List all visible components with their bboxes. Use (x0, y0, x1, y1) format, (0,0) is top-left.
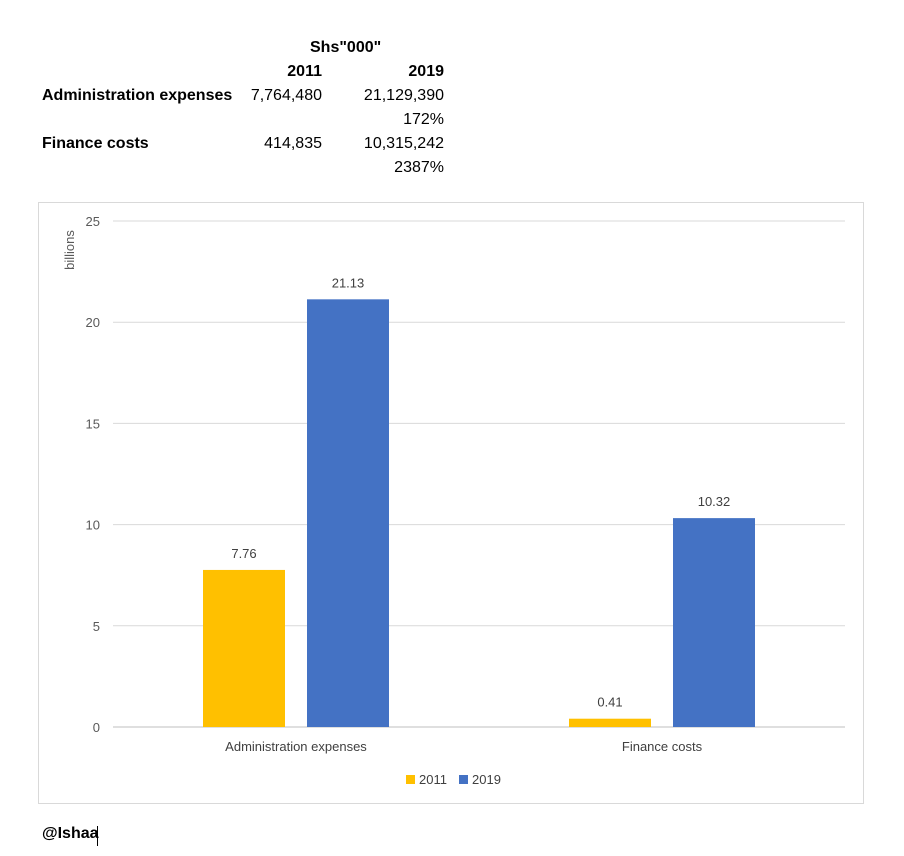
legend-label-2019: 2019 (472, 772, 501, 787)
data-label-2019-1: 10.32 (698, 494, 731, 509)
bar-2019-1 (673, 518, 755, 727)
currency-header: Shs"000" (310, 39, 382, 56)
col-header-2011: 2011 (287, 63, 322, 80)
y-tick-label-0: 0 (93, 720, 100, 735)
bars (203, 299, 755, 727)
bar-2011-1 (569, 718, 651, 727)
row-label-admin: Administration expenses (42, 87, 233, 104)
bar-2019-0 (307, 299, 389, 727)
admin-2011-value: 7,764,480 (250, 87, 322, 104)
text-cursor (97, 826, 98, 846)
x-axis-labels: Administration expenses Finance costs (225, 739, 702, 754)
admin-change-percent: 172% (403, 111, 444, 128)
legend: 2011 2019 (406, 772, 501, 787)
legend-swatch-2011 (406, 775, 415, 784)
row-label-finance: Finance costs (42, 135, 149, 152)
y-tick-label-20: 20 (86, 315, 100, 330)
col-header-2019: 2019 (408, 63, 444, 80)
x-tick-label-1: Finance costs (622, 739, 703, 754)
y-tick-label-25: 25 (86, 214, 100, 229)
finance-2011-value: 414,835 (264, 135, 322, 152)
bar-2011-0 (203, 569, 285, 727)
admin-2019-value: 21,129,390 (363, 87, 444, 104)
y-tick-label-15: 15 (86, 416, 100, 431)
data-label-2019-0: 21.13 (332, 275, 365, 290)
y-axis-label: billions (62, 230, 77, 270)
legend-swatch-2019 (459, 775, 468, 784)
author-handle: @Ishaa (42, 825, 99, 842)
x-tick-label-0: Administration expenses (225, 739, 367, 754)
data-labels: 7.76 21.13 0.41 10.32 (231, 275, 730, 709)
summary-table: Shs"000" 2011 2019 Administration expens… (0, 0, 460, 190)
finance-change-percent: 2387% (394, 159, 444, 176)
y-tick-label-5: 5 (93, 619, 100, 634)
finance-2019-value: 10,315,242 (363, 135, 444, 152)
legend-label-2011: 2011 (419, 772, 447, 787)
data-label-2011-0: 7.76 (231, 546, 256, 561)
y-tick-label-10: 10 (86, 518, 100, 533)
y-axis-ticks: 0 5 10 15 20 25 (86, 214, 100, 735)
chart-frame (38, 202, 864, 804)
data-label-2011-1: 0.41 (597, 695, 622, 710)
